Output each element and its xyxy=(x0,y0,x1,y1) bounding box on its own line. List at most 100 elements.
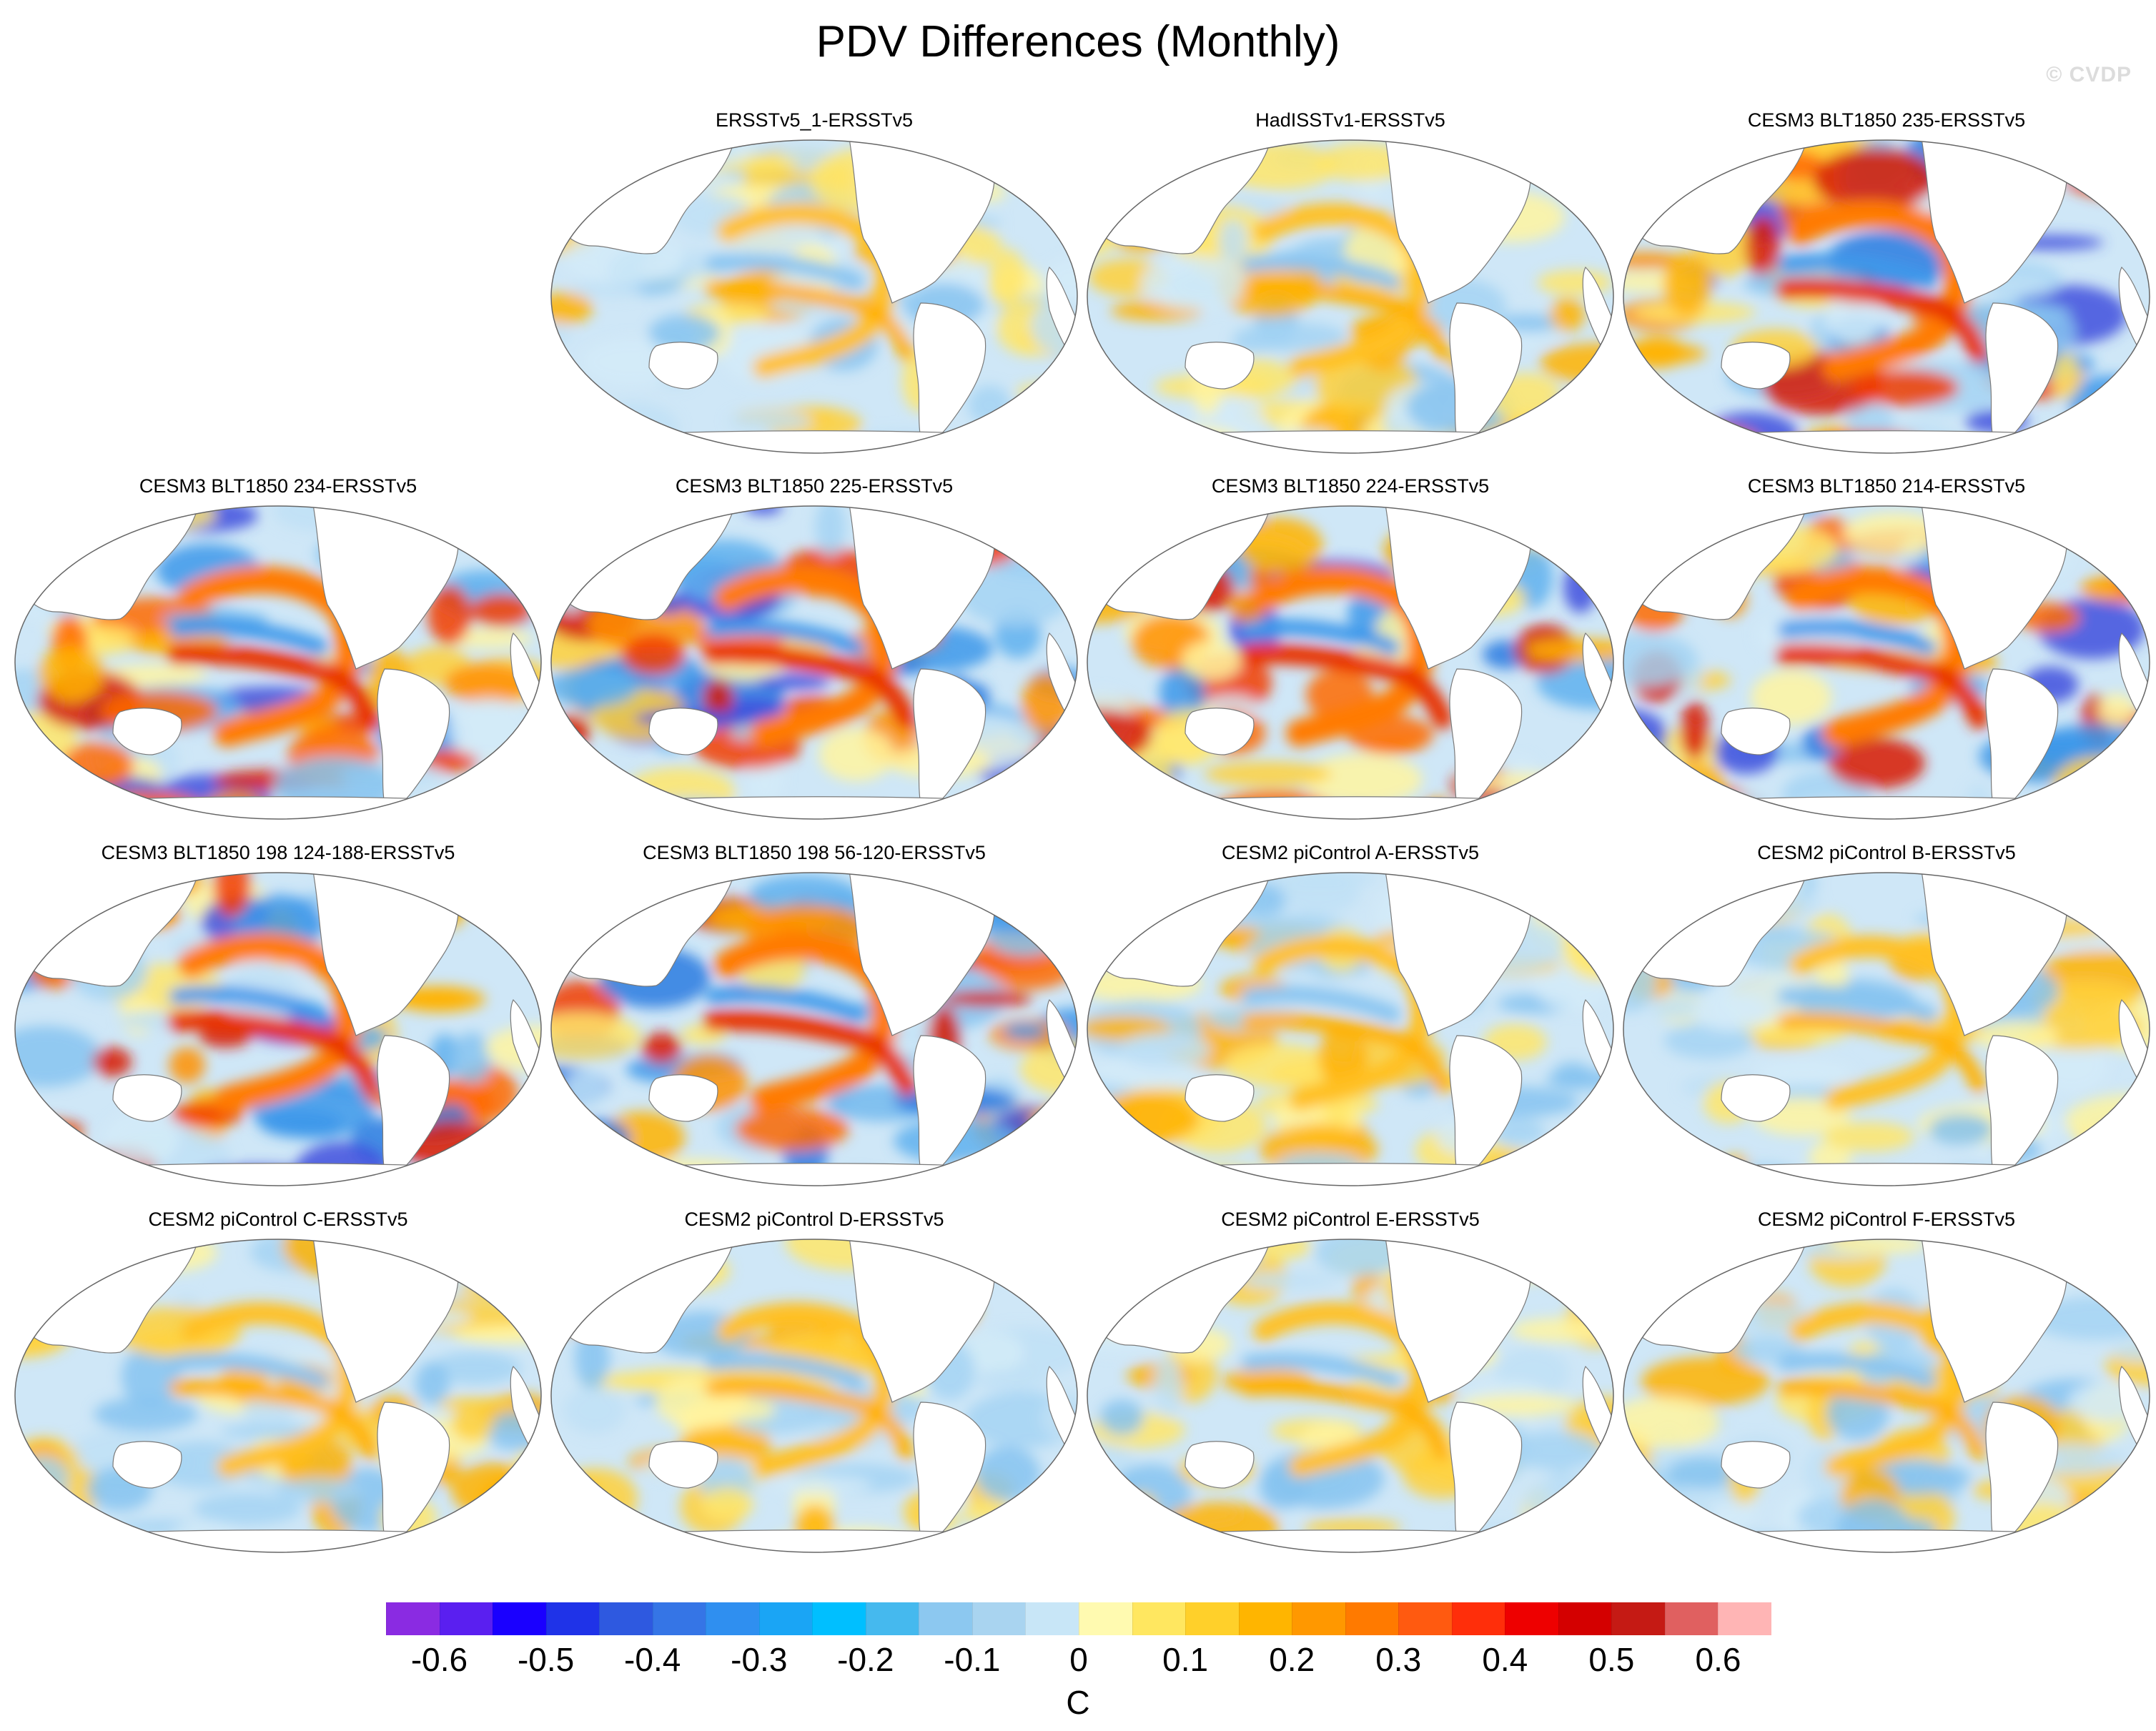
map-outline xyxy=(1623,872,2150,1186)
colorbar-swatch xyxy=(1345,1602,1399,1635)
sst-difference-map xyxy=(550,872,1078,1186)
cvdp-watermark: © CVDP xyxy=(2046,63,2132,86)
colorbar-tick-label: 0 xyxy=(1069,1641,1088,1678)
panel-title: CESM3 BLT1850 224-ERSSTv5 xyxy=(1211,475,1490,497)
panel-title: CESM2 piControl C-ERSSTv5 xyxy=(148,1209,408,1230)
colorbar-tick-label: 0.2 xyxy=(1269,1641,1315,1678)
map-panel: CESM2 piControl B-ERSSTv5 xyxy=(1621,840,2152,1187)
map-outline xyxy=(1087,505,1614,820)
colorbar-swatch xyxy=(1718,1602,1772,1635)
sst-difference-map xyxy=(1087,1239,1614,1553)
map-outline xyxy=(1087,139,1614,454)
colorbar-tick-label: -0.6 xyxy=(410,1641,468,1678)
map-outline xyxy=(14,872,542,1186)
colorbar-swatch xyxy=(1238,1602,1292,1635)
panel-title: HadISSTv1-ERSSTv5 xyxy=(1255,109,1445,131)
colorbar xyxy=(386,1602,1772,1635)
colorbar-swatch xyxy=(706,1602,760,1635)
sst-difference-map xyxy=(14,872,542,1186)
map-outline xyxy=(550,872,1078,1186)
colorbar-swatch xyxy=(1664,1602,1719,1635)
map-panel: HadISSTv1-ERSSTv5 xyxy=(1085,107,1616,455)
map-panel: CESM3 BLT1850 198 56-120-ERSSTv5 xyxy=(549,840,1079,1187)
map-panel: CESM3 BLT1850 234-ERSSTv5 xyxy=(13,473,543,820)
sst-difference-map xyxy=(550,505,1078,820)
colorbar-swatch xyxy=(865,1602,919,1635)
sst-difference-map xyxy=(550,139,1078,454)
colorbar-swatch xyxy=(758,1602,813,1635)
colorbar-swatch xyxy=(439,1602,493,1635)
sst-difference-map xyxy=(14,505,542,820)
colorbar-swatch xyxy=(493,1602,547,1635)
sst-difference-map xyxy=(1623,1239,2150,1553)
map-outline xyxy=(1087,872,1614,1186)
colorbar-tick-label: -0.2 xyxy=(837,1641,894,1678)
map-panel: CESM2 piControl E-ERSSTv5 xyxy=(1085,1206,1616,1554)
panel-title: CESM2 piControl A-ERSSTv5 xyxy=(1221,842,1480,863)
colorbar-swatch xyxy=(812,1602,866,1635)
map-panel: ERSSTv5_1-ERSSTv5 xyxy=(549,107,1079,455)
sst-difference-map xyxy=(1087,872,1614,1186)
panel-title: CESM3 BLT1850 235-ERSSTv5 xyxy=(1747,109,2026,131)
map-outline xyxy=(550,505,1078,820)
panel-title: CESM3 BLT1850 234-ERSSTv5 xyxy=(139,475,417,497)
sst-difference-map xyxy=(1623,872,2150,1186)
sst-difference-map xyxy=(550,1239,1078,1553)
colorbar-swatch xyxy=(1079,1602,1133,1635)
colorbar-tick-label: 0.6 xyxy=(1695,1641,1741,1678)
map-outline xyxy=(550,1239,1078,1553)
colorbar-swatch xyxy=(1292,1602,1346,1635)
colorbar-swatch xyxy=(1398,1602,1453,1635)
colorbar-swatch xyxy=(919,1602,973,1635)
panel-title: CESM3 BLT1850 225-ERSSTv5 xyxy=(675,475,954,497)
colorbar-swatch xyxy=(599,1602,653,1635)
map-panel: CESM3 BLT1850 198 124-188-ERSSTv5 xyxy=(13,840,543,1187)
map-panel: CESM2 piControl F-ERSSTv5 xyxy=(1621,1206,2152,1554)
map-panel: CESM3 BLT1850 225-ERSSTv5 xyxy=(549,473,1079,820)
colorbar-units: C xyxy=(1066,1684,1090,1721)
colorbar-tick-label: 0.1 xyxy=(1162,1641,1209,1678)
map-outline xyxy=(1623,505,2150,820)
panel-title: CESM3 BLT1850 198 124-188-ERSSTv5 xyxy=(101,842,455,863)
map-outline xyxy=(1623,1239,2150,1553)
colorbar-swatch xyxy=(386,1602,440,1635)
sst-difference-map xyxy=(14,1239,542,1553)
colorbar-tick-label: 0.3 xyxy=(1375,1641,1422,1678)
map-outline xyxy=(1623,139,2150,454)
colorbar-tick-label: 0.5 xyxy=(1588,1641,1635,1678)
map-panel: CESM2 piControl D-ERSSTv5 xyxy=(549,1206,1079,1554)
colorbar-tick-label: -0.4 xyxy=(624,1641,681,1678)
sst-difference-map xyxy=(1087,139,1614,454)
map-panel: CESM3 BLT1850 235-ERSSTv5 xyxy=(1621,107,2152,455)
panel-title: CESM2 piControl D-ERSSTv5 xyxy=(684,1209,944,1230)
panel-title: CESM2 piControl B-ERSSTv5 xyxy=(1757,842,2016,863)
colorbar-swatch xyxy=(1611,1602,1666,1635)
map-panel: CESM2 piControl C-ERSSTv5 xyxy=(13,1206,543,1554)
colorbar-tick-label: -0.5 xyxy=(517,1641,575,1678)
colorbar-tick-label: 0.4 xyxy=(1482,1641,1528,1678)
map-panel: CESM3 BLT1850 224-ERSSTv5 xyxy=(1085,473,1616,820)
colorbar-swatch xyxy=(652,1602,706,1635)
colorbar-swatch xyxy=(1451,1602,1505,1635)
map-outline xyxy=(550,139,1078,454)
figure-title: PDV Differences (Monthly) xyxy=(816,17,1340,66)
map-panel: CESM2 piControl A-ERSSTv5 xyxy=(1085,840,1616,1187)
colorbar-swatch xyxy=(1132,1602,1186,1635)
colorbar-tick-label: -0.3 xyxy=(731,1641,788,1678)
map-outline xyxy=(14,1239,542,1553)
map-panel: CESM3 BLT1850 214-ERSSTv5 xyxy=(1621,473,2152,820)
panel-title: CESM2 piControl E-ERSSTv5 xyxy=(1221,1209,1480,1230)
map-outline xyxy=(14,505,542,820)
colorbar-tick-label: -0.1 xyxy=(944,1641,1001,1678)
map-outline xyxy=(1087,1239,1614,1553)
colorbar-swatch xyxy=(1025,1602,1079,1635)
colorbar-swatch xyxy=(1185,1602,1240,1635)
colorbar-swatch xyxy=(1558,1602,1612,1635)
sst-difference-map xyxy=(1623,505,2150,820)
panel-title: CESM3 BLT1850 198 56-120-ERSSTv5 xyxy=(643,842,986,863)
colorbar-swatch xyxy=(971,1602,1026,1635)
colorbar-swatch xyxy=(1505,1602,1559,1635)
panel-title: CESM2 piControl F-ERSSTv5 xyxy=(1757,1209,2016,1230)
sst-difference-map xyxy=(1623,139,2150,454)
panel-title: ERSSTv5_1-ERSSTv5 xyxy=(715,109,914,131)
